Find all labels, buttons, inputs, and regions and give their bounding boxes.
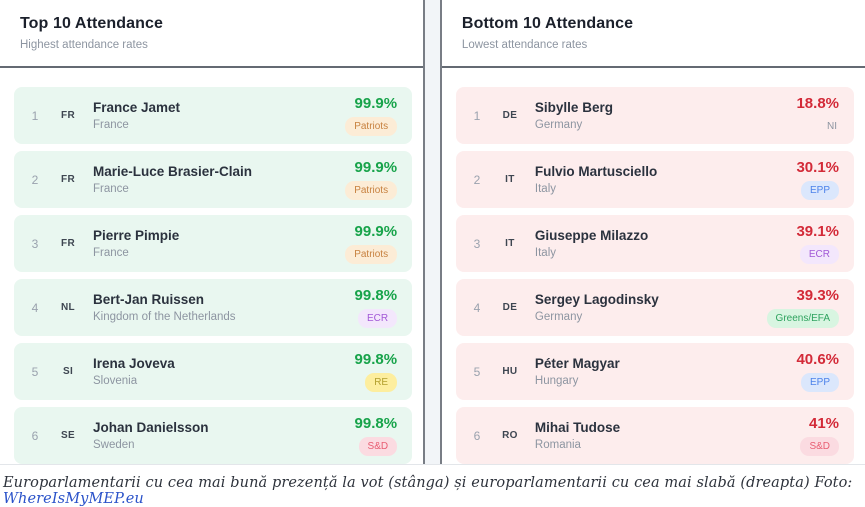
country-name: Germany bbox=[534, 311, 583, 323]
attendance-value: 99.8% bbox=[354, 287, 398, 304]
mep-name: Bert-Jan Ruissen bbox=[93, 292, 205, 307]
mep-name: Giuseppe Milazzo bbox=[534, 228, 649, 243]
panel-header: Bottom 10 Attendance Lowest attendance r… bbox=[441, 0, 865, 68]
country-code: IT bbox=[505, 174, 515, 185]
mep-row: 2 FR Marie-Luce Brasier-Clain France 99.… bbox=[14, 151, 413, 208]
country-name: France bbox=[93, 119, 129, 131]
country-code: FR bbox=[61, 110, 75, 121]
attendance-value: 99.9% bbox=[354, 159, 398, 176]
country-name: Germany bbox=[534, 119, 583, 131]
mep-name: Johan Danielsson bbox=[93, 420, 209, 435]
party-badge: Greens/EFA bbox=[766, 309, 840, 328]
rank: 5 bbox=[473, 364, 481, 379]
rank: 4 bbox=[31, 300, 39, 315]
attendance-value: 99.9% bbox=[354, 223, 398, 240]
party-badge: ECR bbox=[357, 309, 398, 328]
party-badge: S&D bbox=[800, 437, 840, 456]
country-code: FR bbox=[61, 238, 75, 249]
panel-subtitle: Highest attendance rates bbox=[20, 39, 148, 51]
panel-title: Bottom 10 Attendance bbox=[461, 15, 634, 32]
mep-name: Péter Magyar bbox=[534, 356, 620, 371]
country-name: Kingdom of the Netherlands bbox=[93, 311, 236, 323]
country-code: DE bbox=[502, 110, 518, 121]
panel-bottom-attendance: Bottom 10 Attendance Lowest attendance r… bbox=[441, 0, 865, 464]
mep-row: 3 IT Giuseppe Milazzo Italy 39.1% ECR bbox=[455, 215, 855, 272]
mep-row: 6 SE Johan Danielsson Sweden 99.8% S&D bbox=[14, 407, 413, 464]
country-name: Italy bbox=[534, 247, 557, 259]
country-code: NL bbox=[61, 302, 75, 313]
country-name: Italy bbox=[534, 183, 557, 195]
mep-name: Marie-Luce Brasier-Clain bbox=[93, 164, 253, 179]
mep-row: 5 SI Irena Joveva Slovenia 99.8% RE bbox=[14, 343, 413, 400]
rank: 3 bbox=[473, 236, 481, 251]
party-badge: S&D bbox=[358, 437, 398, 456]
attendance-value: 99.8% bbox=[354, 415, 398, 432]
mep-row: 3 FR Pierre Pimpie France 99.9% Patriots bbox=[14, 215, 413, 272]
country-code: FR bbox=[61, 174, 75, 185]
party-badge: Patriots bbox=[345, 117, 398, 136]
attendance-value: 41% bbox=[808, 415, 840, 432]
country-code: IT bbox=[505, 238, 515, 249]
attendance-value: 18.8% bbox=[796, 95, 840, 112]
attendance-value: 99.9% bbox=[354, 95, 398, 112]
party-badge: EPP bbox=[801, 373, 840, 392]
caption-source-link[interactable]: WhereIsMyMEP.eu bbox=[3, 491, 144, 507]
party-badge: Patriots bbox=[345, 181, 398, 200]
rows: 1 DE Sibylle Berg Germany 18.8% NI 2 IT … bbox=[442, 68, 865, 464]
mep-row: 4 NL Bert-Jan Ruissen Kingdom of the Net… bbox=[14, 279, 413, 336]
mep-row: 1 FR France Jamet France 99.9% Patriots bbox=[14, 87, 413, 144]
country-name: France bbox=[93, 247, 129, 259]
mep-name: Sibylle Berg bbox=[534, 100, 613, 115]
attendance-value: 39.3% bbox=[796, 287, 840, 304]
mep-name: Sergey Lagodinsky bbox=[534, 292, 659, 307]
attendance-value: 99.8% bbox=[354, 351, 398, 368]
caption-text: Europarlamentarii cu cea mai bună prezen… bbox=[3, 475, 853, 491]
mep-name: Irena Joveva bbox=[93, 356, 175, 371]
party-badge: RE bbox=[365, 373, 398, 392]
mep-row: 5 HU Péter Magyar Hungary 40.6% EPP bbox=[455, 343, 855, 400]
country-code: RO bbox=[502, 430, 518, 441]
attendance-value: 39.1% bbox=[796, 223, 840, 240]
attendance-value: 30.1% bbox=[796, 159, 840, 176]
mep-row: 4 DE Sergey Lagodinsky Germany 39.3% Gre… bbox=[455, 279, 855, 336]
panel-header: Top 10 Attendance Highest attendance rat… bbox=[0, 0, 424, 68]
rank: 5 bbox=[31, 364, 39, 379]
mep-row: 1 DE Sibylle Berg Germany 18.8% NI bbox=[455, 87, 855, 144]
country-name: Sweden bbox=[93, 439, 135, 451]
mep-name: Fulvio Martusciello bbox=[534, 164, 658, 179]
rank: 4 bbox=[473, 300, 481, 315]
country-code: SI bbox=[62, 366, 74, 377]
panel-subtitle: Lowest attendance rates bbox=[461, 39, 588, 51]
rank: 2 bbox=[31, 172, 39, 187]
rank: 1 bbox=[473, 108, 481, 123]
panel-top-attendance: Top 10 Attendance Highest attendance rat… bbox=[0, 0, 424, 464]
rows: 1 FR France Jamet France 99.9% Patriots … bbox=[0, 68, 423, 464]
figure-caption: Europarlamentarii cu cea mai bună prezen… bbox=[0, 465, 865, 507]
mep-row: 2 IT Fulvio Martusciello Italy 30.1% EPP bbox=[455, 151, 855, 208]
panel-divider bbox=[423, 0, 442, 464]
country-code: DE bbox=[502, 302, 518, 313]
country-name: France bbox=[93, 183, 129, 195]
party-badge: NI bbox=[827, 121, 838, 132]
party-badge: EPP bbox=[801, 181, 840, 200]
country-name: Slovenia bbox=[93, 375, 138, 387]
party-badge: ECR bbox=[799, 245, 840, 264]
country-code: SE bbox=[61, 430, 75, 441]
country-code: HU bbox=[502, 366, 518, 377]
attendance-value: 40.6% bbox=[796, 351, 840, 368]
party-badge: Patriots bbox=[345, 245, 398, 264]
mep-name: France Jamet bbox=[93, 100, 181, 115]
mep-row: 6 RO Mihai Tudose Romania 41% S&D bbox=[455, 407, 855, 464]
mep-name: Mihai Tudose bbox=[534, 420, 621, 435]
rank: 6 bbox=[473, 428, 481, 443]
rank: 6 bbox=[31, 428, 39, 443]
country-name: Romania bbox=[534, 439, 581, 451]
rank: 3 bbox=[31, 236, 39, 251]
panel-title: Top 10 Attendance bbox=[20, 15, 164, 32]
attendance-figure: Top 10 Attendance Highest attendance rat… bbox=[0, 0, 865, 465]
rank: 1 bbox=[31, 108, 39, 123]
rank: 2 bbox=[473, 172, 481, 187]
mep-name: Pierre Pimpie bbox=[93, 228, 180, 243]
country-name: Hungary bbox=[534, 375, 579, 387]
